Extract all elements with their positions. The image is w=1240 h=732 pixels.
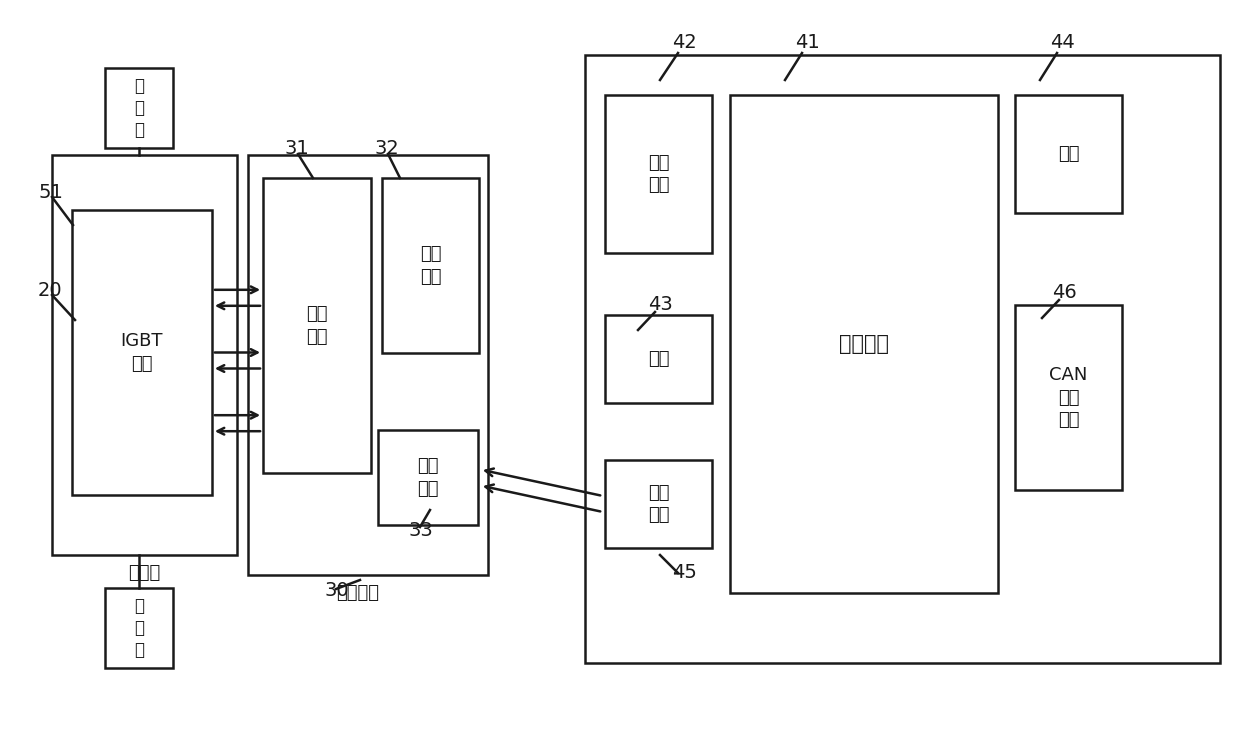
Bar	[263, 178, 371, 473]
Text: 电源
模块: 电源 模块	[420, 245, 441, 285]
Text: 电源
模块: 电源 模块	[647, 154, 670, 194]
Text: 通信
模块: 通信 模块	[417, 458, 439, 498]
Bar	[605, 95, 712, 253]
Text: 输入: 输入	[647, 350, 670, 368]
Bar	[72, 210, 212, 495]
Text: 冷
却
水: 冷 却 水	[134, 597, 144, 660]
Text: 42: 42	[672, 32, 697, 51]
Bar	[105, 588, 174, 668]
Text: 30: 30	[325, 580, 350, 600]
Bar	[52, 155, 237, 555]
Bar	[382, 178, 479, 353]
Text: 输出: 输出	[1058, 145, 1079, 163]
Text: IGBT
模块: IGBT 模块	[120, 332, 164, 373]
Bar	[730, 95, 998, 593]
Bar	[605, 460, 712, 548]
Text: 33: 33	[408, 520, 433, 539]
Bar	[105, 68, 174, 148]
Text: 32: 32	[374, 138, 399, 157]
Text: 31: 31	[285, 138, 310, 157]
Text: 通信
模块: 通信 模块	[647, 484, 670, 524]
Text: 51: 51	[38, 184, 63, 203]
Text: 冷
却
水: 冷 却 水	[134, 77, 144, 139]
Text: 44: 44	[1050, 32, 1075, 51]
Bar	[1016, 95, 1122, 213]
Text: 20: 20	[38, 280, 63, 299]
Text: 冷却板: 冷却板	[129, 564, 161, 582]
Text: 41: 41	[795, 32, 820, 51]
Text: 43: 43	[649, 296, 673, 315]
Text: 45: 45	[672, 564, 697, 583]
Bar	[585, 55, 1220, 663]
Text: 控制单元: 控制单元	[839, 334, 889, 354]
Bar	[378, 430, 477, 525]
Text: 驱动模块: 驱动模块	[336, 584, 379, 602]
Text: 驱动
芯片: 驱动 芯片	[306, 305, 327, 346]
Bar	[1016, 305, 1122, 490]
Text: 46: 46	[1052, 283, 1076, 302]
Bar	[605, 315, 712, 403]
Bar	[248, 155, 489, 575]
Text: CAN
通信
模块: CAN 通信 模块	[1049, 366, 1087, 429]
